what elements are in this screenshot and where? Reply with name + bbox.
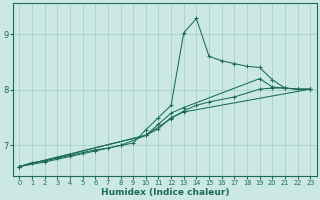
X-axis label: Humidex (Indice chaleur): Humidex (Indice chaleur) xyxy=(100,188,229,197)
